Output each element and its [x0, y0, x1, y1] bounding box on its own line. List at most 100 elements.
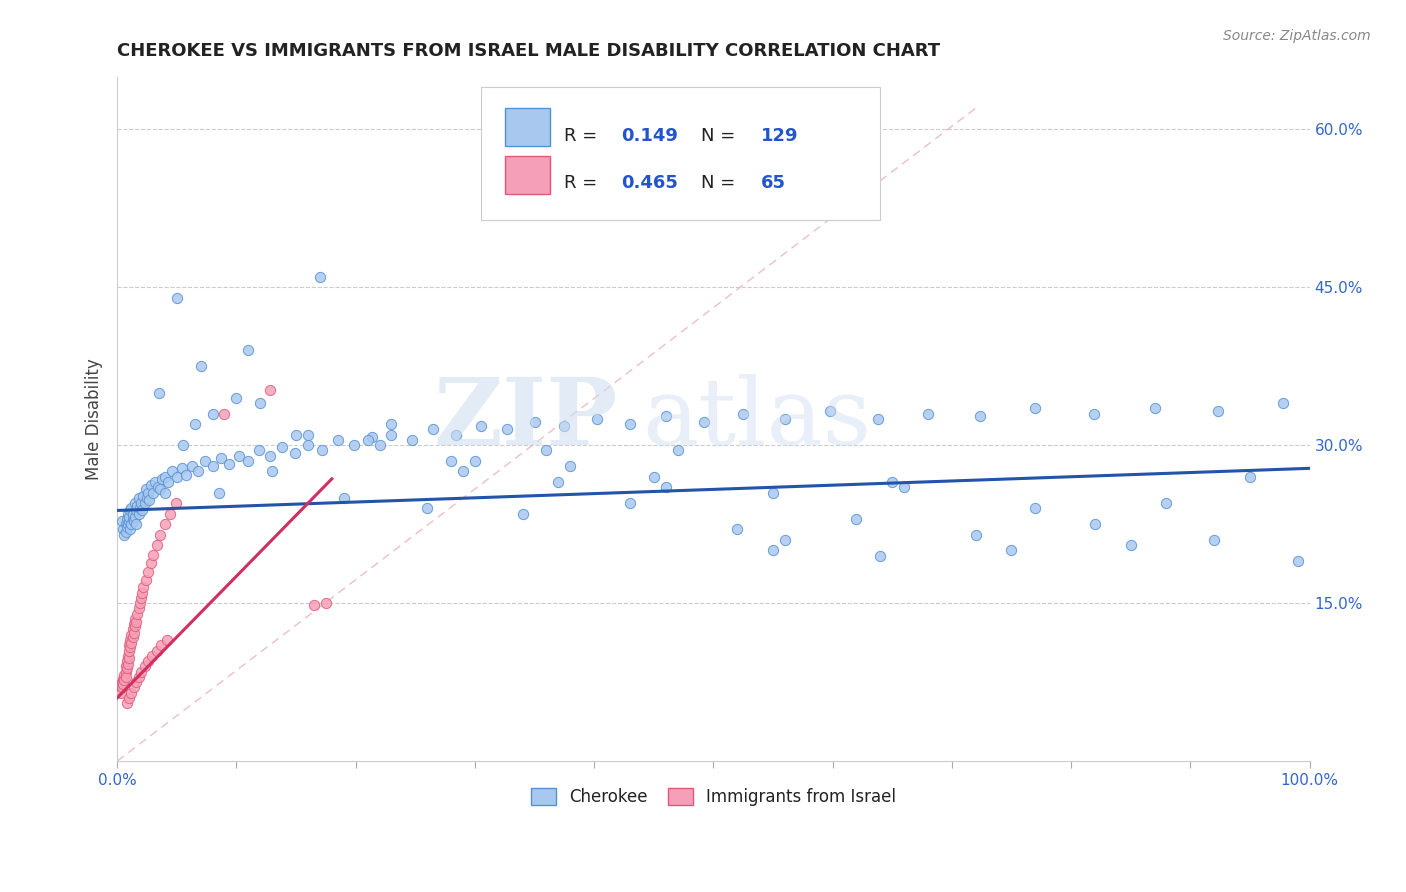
Point [131, 503, 153, 517]
FancyBboxPatch shape [505, 156, 550, 194]
Point [118, 514, 141, 528]
Point [108, 682, 131, 697]
Point [112, 527, 135, 541]
Point [121, 630, 143, 644]
Point [762, 543, 785, 558]
Point [121, 623, 143, 637]
Point [127, 500, 149, 514]
Point [190, 359, 212, 374]
Point [120, 503, 142, 517]
FancyBboxPatch shape [505, 108, 550, 145]
Text: R =: R = [564, 127, 603, 145]
Point [118, 509, 141, 524]
Point [136, 491, 159, 505]
Point [172, 438, 194, 452]
Point [1239, 469, 1261, 483]
Point [259, 384, 281, 398]
Point [183, 417, 205, 431]
Point [118, 651, 141, 665]
Point [148, 385, 170, 400]
Text: 65: 65 [761, 175, 786, 193]
Point [135, 483, 157, 497]
Point [401, 433, 423, 447]
Point [536, 443, 558, 458]
Point [128, 596, 150, 610]
Point [122, 625, 145, 640]
Point [1286, 554, 1309, 568]
Point [121, 628, 143, 642]
Point [209, 450, 232, 465]
Point [124, 496, 146, 510]
Point [170, 461, 193, 475]
Point [114, 665, 136, 679]
Point [142, 485, 165, 500]
Point [160, 465, 183, 479]
Point [380, 417, 402, 431]
Point [270, 440, 292, 454]
Point [120, 632, 142, 647]
Point [129, 665, 152, 679]
Point [194, 454, 217, 468]
Point [150, 638, 173, 652]
Point [134, 496, 156, 510]
Point [619, 496, 641, 510]
Point [228, 449, 250, 463]
Point [115, 661, 138, 675]
Point [136, 485, 159, 500]
FancyBboxPatch shape [481, 87, 880, 220]
Point [111, 675, 134, 690]
Point [523, 415, 546, 429]
Point [121, 501, 143, 516]
Point [238, 454, 260, 468]
Point [120, 640, 142, 655]
Point [969, 409, 991, 423]
Point [1024, 401, 1046, 416]
Point [332, 491, 354, 505]
Point [725, 523, 748, 537]
Point [118, 643, 141, 657]
Point [187, 465, 209, 479]
Point [122, 617, 145, 632]
Point [153, 485, 176, 500]
Point [135, 573, 157, 587]
Point [1156, 496, 1178, 510]
Point [110, 685, 132, 699]
Text: 0.149: 0.149 [621, 127, 679, 145]
Text: N =: N = [702, 175, 741, 193]
Point [845, 512, 868, 526]
Point [128, 491, 150, 505]
Point [654, 409, 676, 423]
Point [118, 638, 141, 652]
Point [512, 507, 534, 521]
Point [882, 475, 904, 489]
Point [114, 659, 136, 673]
Point [326, 433, 349, 447]
Point [464, 454, 486, 468]
Point [122, 681, 145, 695]
Point [153, 469, 176, 483]
Point [112, 667, 135, 681]
Point [207, 485, 229, 500]
Point [166, 469, 188, 483]
Y-axis label: Male Disability: Male Disability [86, 358, 103, 480]
Text: R =: R = [564, 175, 603, 193]
Point [157, 475, 180, 489]
Point [1024, 501, 1046, 516]
Point [733, 407, 755, 421]
Point [356, 433, 378, 447]
Point [110, 678, 132, 692]
Point [153, 517, 176, 532]
Text: ZIP: ZIP [433, 374, 619, 464]
Point [117, 648, 139, 663]
Point [128, 501, 150, 516]
Point [128, 507, 150, 521]
Point [115, 512, 138, 526]
Point [1143, 401, 1166, 416]
Point [496, 422, 519, 436]
Point [1272, 396, 1295, 410]
Point [1206, 404, 1229, 418]
Point [309, 269, 332, 284]
Point [214, 407, 236, 421]
Point [201, 407, 224, 421]
Point [156, 632, 179, 647]
